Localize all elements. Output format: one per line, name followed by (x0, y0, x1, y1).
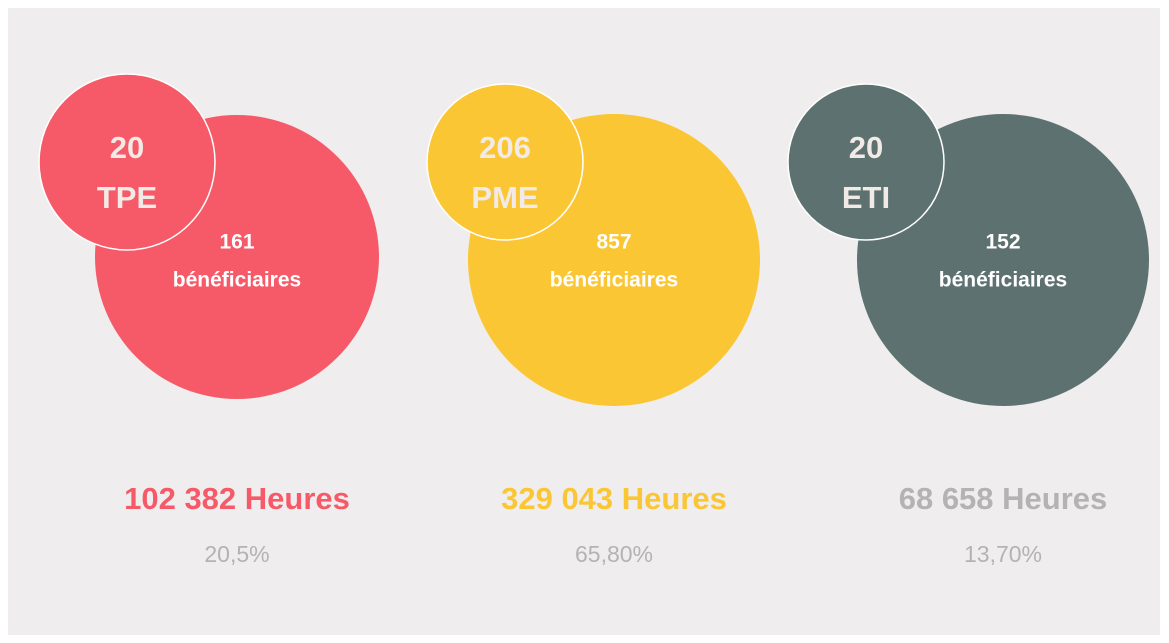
segment-label: TPE (97, 180, 157, 215)
small-circle (787, 83, 945, 241)
beneficiaries: 152 (985, 231, 1020, 254)
segment-label: ETI (842, 180, 890, 215)
share: 65,80% (575, 541, 653, 567)
segment-label: PME (471, 180, 538, 215)
beneficiaries-label: bénéficiaires (550, 269, 678, 292)
hours: 68 658 Heures (899, 481, 1108, 516)
beneficiaries: 857 (596, 231, 631, 254)
count: 20 (849, 130, 883, 165)
beneficiaries-label: bénéficiaires (939, 269, 1067, 292)
small-circle (426, 83, 584, 241)
beneficiaries-label: bénéficiaires (173, 269, 301, 292)
hours: 329 043 Heures (501, 481, 727, 516)
share: 20,5% (204, 541, 269, 567)
share: 13,70% (964, 541, 1042, 567)
beneficiaries: 161 (219, 231, 254, 254)
hours: 102 382 Heures (124, 481, 350, 516)
count: 20 (110, 130, 144, 165)
count: 206 (479, 130, 531, 165)
small-circle (38, 73, 216, 251)
